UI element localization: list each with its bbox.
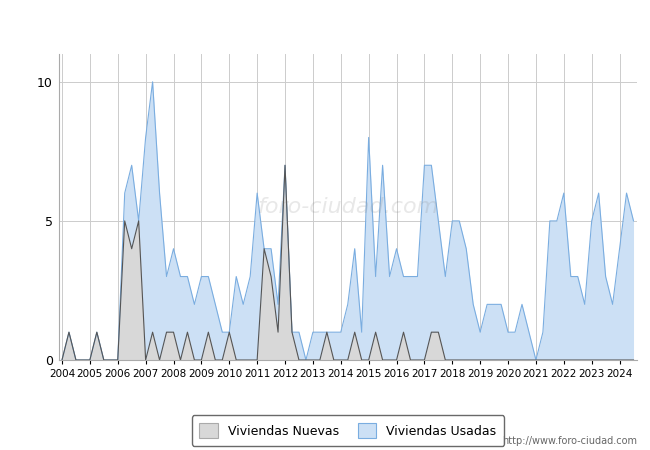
Legend: Viviendas Nuevas, Viviendas Usadas: Viviendas Nuevas, Viviendas Usadas — [192, 415, 504, 446]
Text: http://www.foro-ciudad.com: http://www.foro-ciudad.com — [502, 436, 637, 446]
Text: foro-ciudad.com: foro-ciudad.com — [257, 197, 438, 217]
Text: Villada  -  Evolucion del Nº de Transacciones Inmobiliarias: Villada - Evolucion del Nº de Transaccio… — [114, 13, 536, 28]
